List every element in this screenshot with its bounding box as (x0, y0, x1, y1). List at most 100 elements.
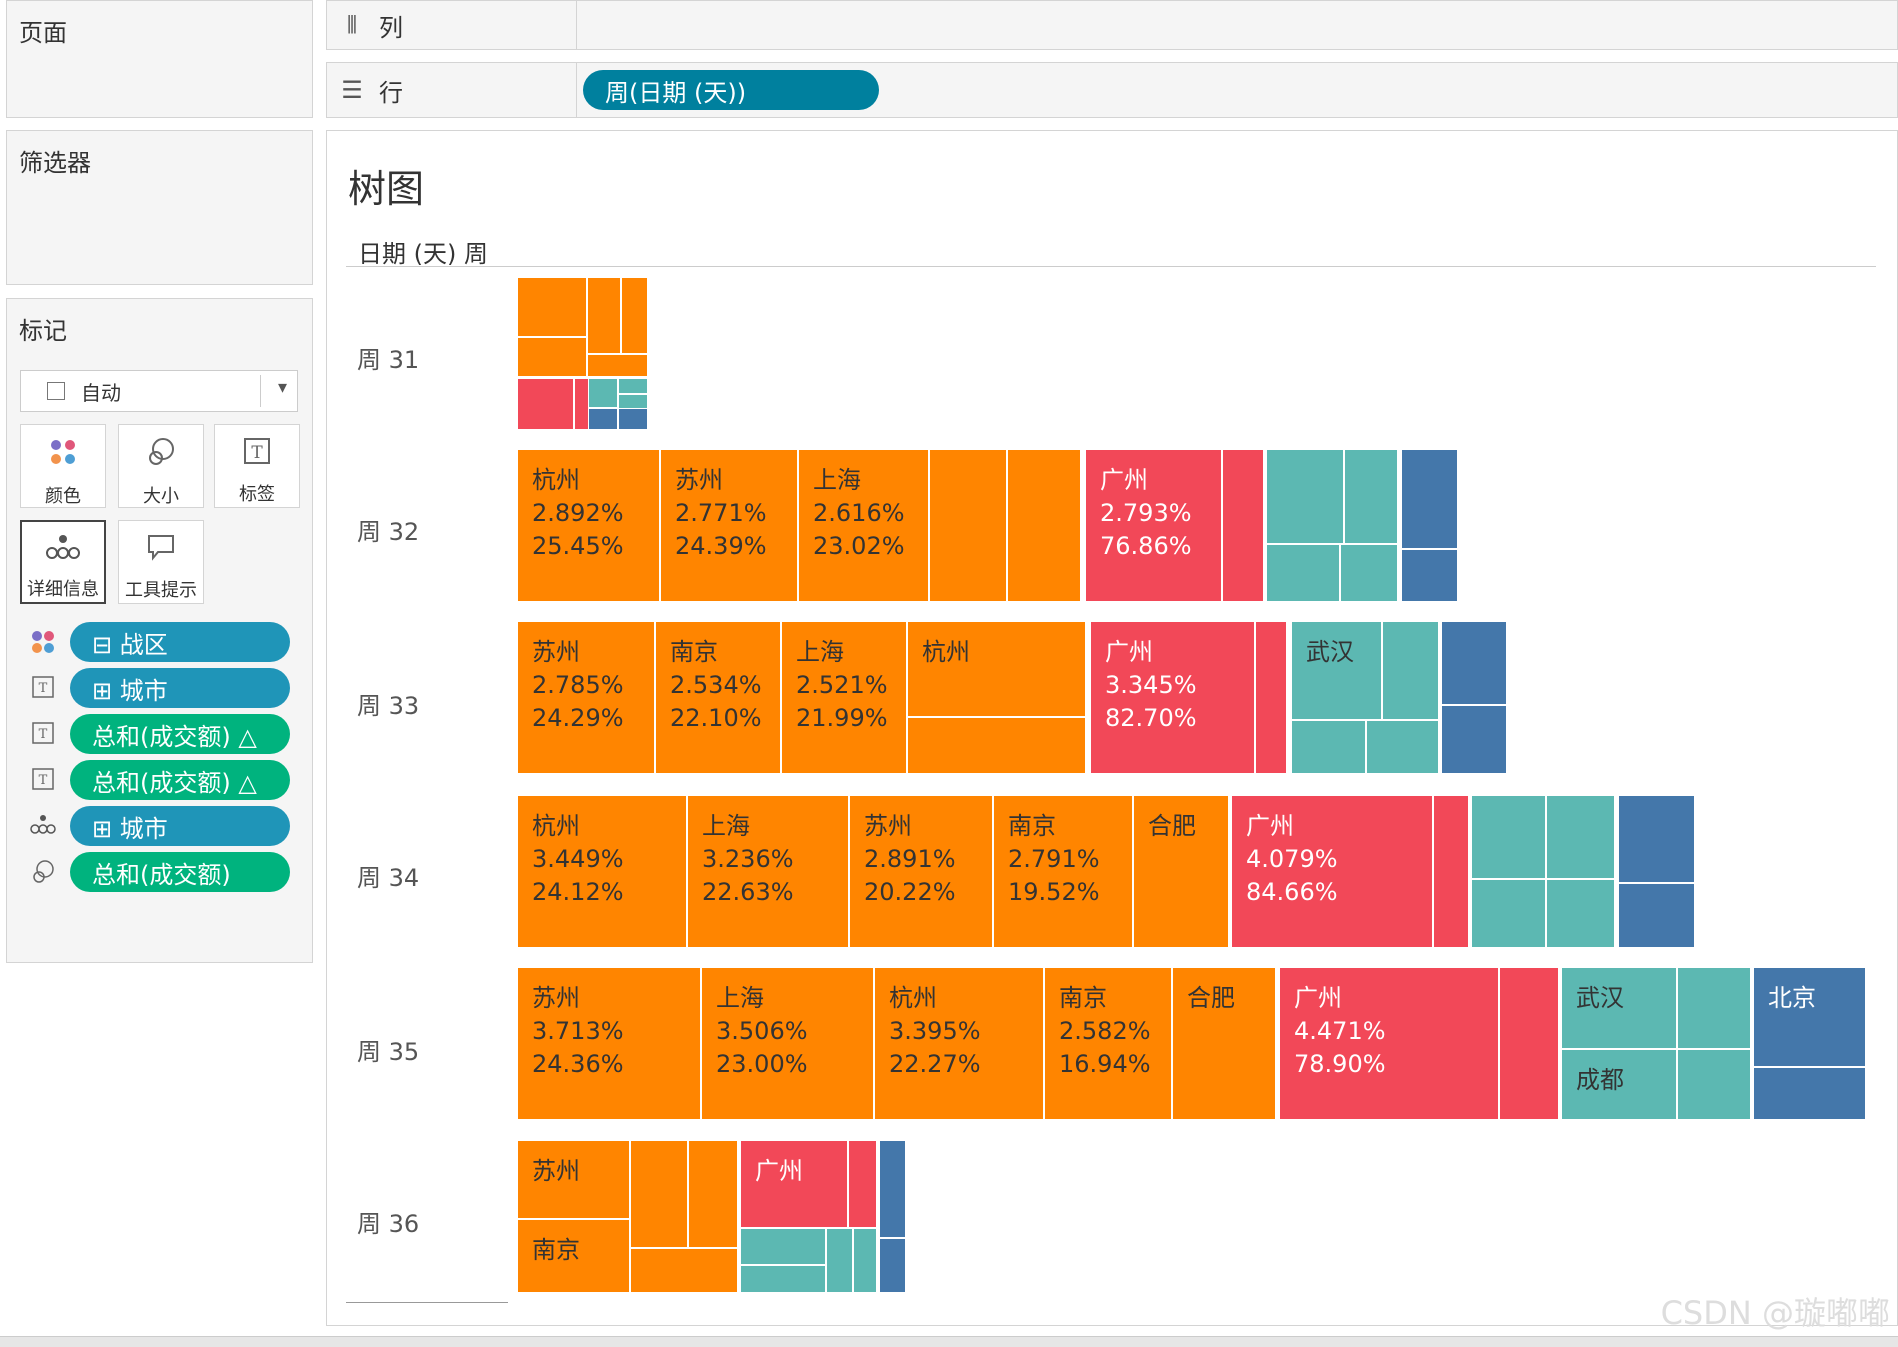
mark-field-row[interactable]: T ⊞ 城市 (30, 668, 295, 708)
treemap-tile[interactable]: 上海 3.506% 23.00% (701, 967, 874, 1120)
treemap-tile[interactable]: 合肥 (1172, 967, 1276, 1120)
treemap-tile[interactable]: 广州 4.079% 84.66% (1231, 795, 1433, 948)
treemap-tile[interactable] (1546, 795, 1615, 879)
treemap-tile[interactable]: 广州 3.345% 82.70% (1090, 621, 1255, 774)
treemap-tile[interactable] (587, 354, 648, 377)
treemap-tile[interactable] (1546, 879, 1615, 948)
treemap-tile[interactable] (1266, 544, 1340, 602)
treemap-tile[interactable]: 南京 (517, 1219, 630, 1293)
treemap-tile[interactable] (517, 378, 574, 430)
treemap-tile[interactable]: 苏州 3.713% 24.36% (517, 967, 701, 1120)
treemap-tile[interactable] (848, 1140, 877, 1228)
treemap-tile[interactable] (1344, 449, 1398, 544)
treemap-tile[interactable] (1382, 621, 1439, 720)
columns-shelf[interactable]: ⦀ 列 (326, 0, 1898, 50)
treemap-tile[interactable] (1401, 549, 1458, 602)
mark-type-dropdown[interactable]: 自动 ▾ (20, 370, 298, 412)
treemap-tile[interactable]: 杭州 (907, 621, 1086, 717)
label-card[interactable]: T 标签 (214, 424, 300, 508)
treemap-tile[interactable]: 广州 (740, 1140, 848, 1228)
treemap-tile[interactable] (621, 277, 648, 354)
field-pill-sum-pct-2[interactable]: 总和(成交额) △ (70, 760, 290, 800)
treemap-tile[interactable]: 成都 (1561, 1049, 1677, 1120)
treemap-tile[interactable]: 苏州 2.771% 24.39% (660, 449, 798, 602)
size-card[interactable]: 大小 (118, 424, 204, 508)
treemap-tile[interactable] (1471, 879, 1546, 948)
detail-card[interactable]: 详细信息 (20, 520, 106, 604)
treemap-tile[interactable]: 苏州 2.785% 24.29% (517, 621, 655, 774)
field-pill-city-detail[interactable]: ⊞ 城市 (70, 806, 290, 846)
mark-field-row[interactable]: ⊞ 城市 (30, 806, 295, 846)
rows-shelf[interactable]: ☰ 行 周(日期 (天)) (326, 62, 1898, 118)
treemap-tile[interactable] (688, 1140, 738, 1248)
treemap-tile[interactable] (907, 717, 1086, 774)
treemap-tile[interactable] (1340, 544, 1398, 602)
treemap-tile[interactable] (740, 1228, 826, 1265)
treemap-tile[interactable] (879, 1238, 906, 1293)
treemap-tile[interactable] (879, 1140, 906, 1238)
field-pill-sum-pct[interactable]: 总和(成交额) △ (70, 714, 290, 754)
chevron-down-icon[interactable]: ▾ (277, 377, 287, 398)
treemap-tile[interactable] (630, 1140, 688, 1248)
treemap-tile[interactable] (1366, 720, 1439, 774)
field-pill-region[interactable]: ⊟ 战区 (70, 622, 290, 662)
row-pill-week[interactable]: 周(日期 (天)) (583, 70, 879, 110)
treemap-tile[interactable] (1441, 705, 1507, 774)
mark-field-row[interactable]: T 总和(成交额) △ (30, 760, 295, 800)
treemap-tile[interactable] (853, 1228, 877, 1293)
treemap-tile[interactable] (929, 449, 1007, 602)
treemap-tile[interactable]: 南京 2.582% 16.94% (1044, 967, 1172, 1120)
treemap-tile[interactable] (1499, 967, 1559, 1120)
treemap-tile[interactable]: 广州 4.471% 78.90% (1279, 967, 1499, 1120)
mark-field-row[interactable]: ⊟ 战区 (30, 622, 295, 662)
filters-panel[interactable]: 筛选器 (6, 130, 313, 285)
treemap-tile[interactable]: 上海 2.616% 23.02% (798, 449, 929, 602)
treemap-tile[interactable] (826, 1228, 853, 1293)
mark-field-row[interactable]: 总和(成交额) (30, 852, 295, 892)
treemap-tile[interactable] (1677, 1049, 1751, 1120)
treemap-tile[interactable] (1433, 795, 1469, 948)
treemap-tile[interactable] (618, 408, 648, 430)
treemap-tile[interactable] (1401, 449, 1458, 549)
treemap-tile[interactable]: 杭州 3.449% 24.12% (517, 795, 687, 948)
treemap-tile[interactable]: 杭州 3.395% 22.27% (874, 967, 1044, 1120)
treemap-tile[interactable]: 苏州 2.891% 20.22% (849, 795, 993, 948)
week-label: 周 32 (357, 518, 420, 546)
field-pill-sum-size[interactable]: 总和(成交额) (70, 852, 290, 892)
treemap-tile[interactable]: 武汉 (1561, 967, 1677, 1049)
treemap-tile[interactable] (587, 277, 621, 354)
treemap-tile[interactable]: 南京 2.534% 22.10% (655, 621, 781, 774)
tooltip-card[interactable]: 工具提示 (118, 520, 204, 604)
treemap-tile[interactable]: 上海 2.521% 21.99% (781, 621, 907, 774)
treemap-tile[interactable] (630, 1248, 738, 1293)
treemap-tile[interactable] (588, 378, 618, 408)
treemap-tile[interactable]: 上海 3.236% 22.63% (687, 795, 849, 948)
treemap-tile[interactable] (1255, 621, 1287, 774)
field-pill-city[interactable]: ⊞ 城市 (70, 668, 290, 708)
treemap-tile[interactable] (740, 1265, 826, 1293)
treemap-tile[interactable]: 武汉 (1291, 621, 1382, 720)
treemap-tile[interactable] (1471, 795, 1546, 879)
treemap-tile[interactable] (517, 277, 587, 337)
treemap-tile[interactable] (1618, 883, 1695, 948)
treemap-tile[interactable]: 北京 (1753, 967, 1866, 1067)
treemap-tile[interactable]: 合肥 (1133, 795, 1229, 948)
treemap-tile[interactable] (1007, 449, 1081, 602)
treemap-tile[interactable] (1753, 1067, 1866, 1120)
treemap-tile[interactable] (1677, 967, 1751, 1049)
treemap-tile[interactable]: 南京 2.791% 19.52% (993, 795, 1133, 948)
treemap-tile[interactable] (1291, 720, 1366, 774)
treemap-tile[interactable]: 杭州 2.892% 25.45% (517, 449, 660, 602)
mark-field-row[interactable]: T 总和(成交额) △ (30, 714, 295, 754)
pages-panel[interactable]: 页面 (6, 0, 313, 118)
treemap-tile[interactable] (588, 408, 618, 430)
treemap-tile[interactable]: 广州 2.793% 76.86% (1085, 449, 1222, 602)
treemap-tile[interactable] (1441, 621, 1507, 705)
treemap-tile[interactable] (1618, 795, 1695, 883)
treemap-tile[interactable] (1222, 449, 1264, 602)
treemap-tile[interactable] (517, 337, 587, 377)
treemap-tile[interactable] (1266, 449, 1344, 544)
treemap-tile[interactable] (618, 378, 648, 394)
color-card[interactable]: 颜色 (20, 424, 106, 508)
treemap-tile[interactable]: 苏州 (517, 1140, 630, 1219)
